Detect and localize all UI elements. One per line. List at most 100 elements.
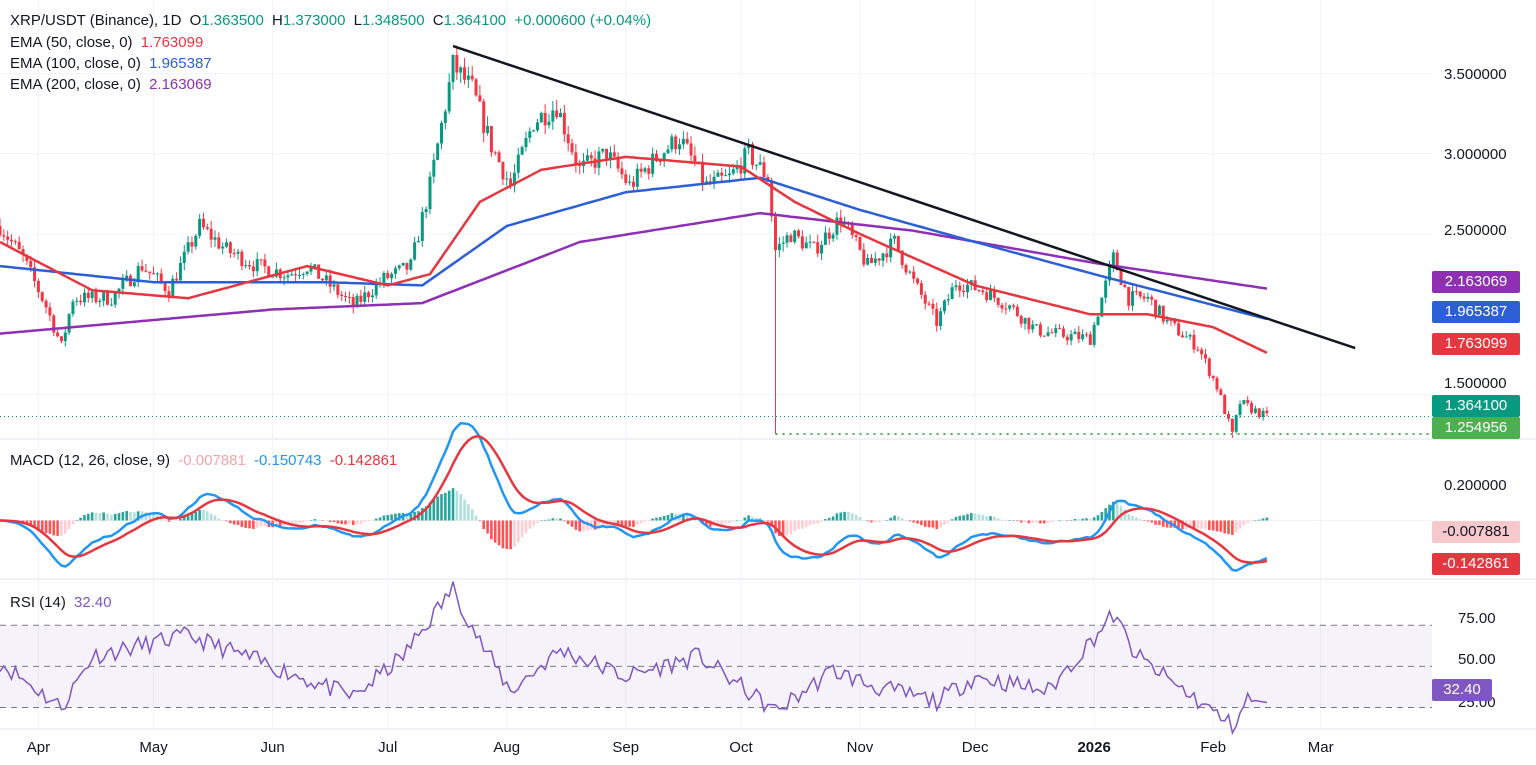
macd-histogram-bar	[209, 513, 213, 521]
macd-histogram-bar	[931, 520, 935, 528]
candle-body	[566, 134, 570, 144]
candle-body	[474, 79, 478, 96]
ema100-name: EMA (100, close, 0)	[10, 55, 141, 72]
candle-body	[654, 153, 658, 161]
candle-body	[428, 176, 432, 210]
macd-y-tick-label: 0.200000	[1444, 477, 1507, 494]
macd-histogram-bar	[563, 520, 566, 522]
macd-histogram-bar	[382, 515, 386, 521]
macd-histogram-bar	[912, 520, 916, 523]
x-tick-label: Nov	[846, 739, 874, 756]
candle-body	[547, 121, 551, 126]
candle-body	[355, 295, 359, 308]
macd-histogram-bar	[1250, 520, 1253, 522]
candle-body	[436, 143, 440, 160]
macd-histogram-bar	[827, 517, 831, 521]
ema50-name: EMA (50, close, 0)	[10, 34, 133, 51]
candle-body	[148, 271, 152, 274]
macd-histogram-bar	[612, 520, 616, 524]
macd-histogram-bar	[136, 511, 140, 521]
macd-histogram-bar	[1085, 518, 1088, 521]
candle-body	[1092, 324, 1096, 345]
macd-histogram-bar	[110, 514, 113, 521]
ema100-value: 1.965387	[149, 55, 212, 72]
ema50-price-tag: 1.763099	[1432, 333, 1520, 355]
candle-body	[754, 164, 758, 166]
macd-histogram-bar	[666, 514, 670, 521]
macd-histogram-bar	[820, 520, 823, 522]
candle-body	[643, 168, 647, 172]
macd-histogram-bar	[444, 492, 447, 521]
macd-histogram-bar	[570, 520, 574, 527]
candle-body	[1180, 335, 1184, 338]
candle-body	[1192, 334, 1196, 350]
macd-histogram-bar	[493, 520, 497, 543]
candle-body	[1100, 297, 1104, 317]
macd-histogram-bar	[1146, 520, 1150, 522]
rsi-pane[interactable]	[0, 581, 1432, 735]
candle-body	[651, 153, 655, 174]
macd-histogram-bar	[1254, 520, 1257, 521]
macd-histogram-bar	[1050, 520, 1054, 523]
ema100-legend: EMA (100, close, 0) 1.965387	[10, 55, 216, 72]
macd-histogram-bar	[908, 520, 912, 522]
macd-histogram-bar	[378, 517, 382, 521]
candle-body	[858, 236, 862, 250]
macd-histogram-bar	[1092, 517, 1096, 521]
macd-histogram-bar	[328, 520, 332, 522]
candle-body	[797, 230, 801, 237]
macd-histogram-bar	[186, 513, 190, 521]
ema200-name: EMA (200, close, 0)	[10, 76, 141, 93]
candle-body	[720, 172, 724, 176]
macd-histogram-bar	[996, 518, 1000, 521]
low-value: 1.348500	[361, 12, 425, 29]
macd-pane[interactable]	[0, 422, 1432, 572]
macd-histogram-bar	[1192, 520, 1196, 529]
macd-histogram-bar	[1089, 519, 1092, 521]
macd-histogram-bar	[29, 520, 33, 527]
macd-histogram-bar	[1200, 520, 1203, 529]
candle-body	[21, 249, 25, 255]
candle-body	[171, 278, 175, 298]
candle-body	[405, 262, 409, 270]
ema50-line	[0, 155, 1268, 355]
candle-body	[1142, 296, 1146, 299]
macd-histogram-bar	[766, 520, 770, 522]
candle-body	[29, 261, 33, 268]
macd-histogram-bar	[467, 504, 470, 521]
candle-body	[793, 230, 797, 243]
macd-histogram-bar	[470, 509, 474, 521]
price-pane[interactable]	[0, 44, 1432, 438]
candle-body	[946, 299, 950, 301]
macd-histogram-bar	[889, 517, 892, 521]
candle-body	[939, 311, 943, 327]
macd-histogram-bar	[290, 520, 294, 525]
candle-body	[386, 272, 390, 279]
macd-histogram-bar	[1208, 520, 1211, 531]
macd-histogram-bar	[758, 517, 762, 521]
macd-histogram-bar	[659, 517, 662, 521]
candle-body	[393, 268, 397, 274]
candle-body	[896, 235, 900, 251]
macd-histogram-bar	[755, 517, 758, 521]
macd-histogram-bar	[474, 515, 478, 521]
macd-histogram-bar	[513, 520, 516, 547]
macd-histogram-bar	[206, 511, 209, 521]
macd-histogram-bar	[225, 520, 228, 522]
candle-body	[1123, 284, 1127, 288]
macd-histogram-bar	[133, 512, 136, 521]
candle-body	[935, 308, 939, 327]
macd-histogram-bar	[639, 520, 643, 524]
macd-histogram-bar	[509, 520, 512, 550]
macd-histogram-bar	[386, 515, 390, 521]
candle-body	[678, 144, 682, 150]
candle-body	[478, 95, 482, 102]
candle-body	[486, 126, 490, 133]
macd-histogram-bar	[255, 520, 259, 528]
candle-body	[1261, 410, 1265, 418]
candle-body	[363, 292, 367, 302]
candle-body	[152, 273, 156, 275]
candle-body	[1157, 305, 1161, 316]
macd-histogram-bar	[993, 517, 996, 521]
macd-histogram-bar	[781, 520, 785, 537]
